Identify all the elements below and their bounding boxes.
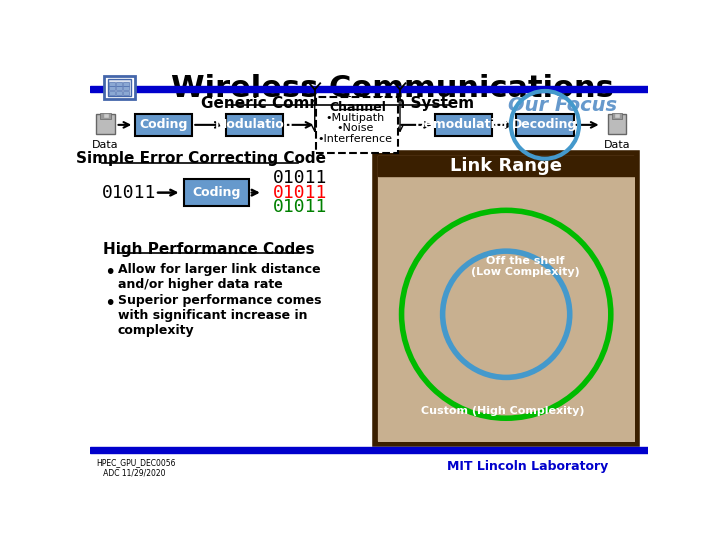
Text: Off the shelf
(Low Complexity): Off the shelf (Low Complexity) [471,256,580,278]
Text: Coding: Coding [192,186,240,199]
Text: 01011: 01011 [102,184,156,201]
Text: Link Range: Link Range [450,158,562,176]
Bar [611,113,622,119]
Text: Allow for larger link distance
and/or higher data rate: Allow for larger link distance and/or hi… [118,264,320,292]
Bar [100,113,111,119]
Bar [616,114,620,118]
Text: Coding: Coding [140,118,188,131]
FancyBboxPatch shape [104,76,135,99]
Bar [117,86,122,90]
FancyBboxPatch shape [225,114,283,136]
Text: Superior performance comes
with significant increase in
complexity: Superior performance comes with signific… [118,294,321,338]
Text: •Interference: •Interference [318,134,392,144]
FancyBboxPatch shape [108,79,131,96]
Bar [377,156,635,177]
Text: Decoding: Decoding [512,118,577,131]
Bar [123,82,129,85]
Text: 01011: 01011 [273,198,327,216]
FancyBboxPatch shape [516,114,574,136]
FancyBboxPatch shape [608,114,626,134]
Bar [109,82,114,85]
Text: High Performance Codes: High Performance Codes [103,242,315,257]
FancyBboxPatch shape [96,114,114,134]
Bar [90,448,648,453]
Bar [123,91,129,95]
Text: Custom (High Complexity): Custom (High Complexity) [420,406,584,416]
Text: Demodulation: Demodulation [415,118,513,131]
Text: Wireless Communications: Wireless Communications [171,74,613,103]
Text: Data: Data [92,140,119,150]
Text: Generic Communication System: Generic Communication System [202,96,474,111]
Text: Modulation: Modulation [215,118,294,131]
Bar [109,91,114,95]
Text: •: • [104,294,116,313]
FancyBboxPatch shape [375,153,637,444]
FancyBboxPatch shape [184,179,249,206]
Text: MIT Lincoln Laboratory: MIT Lincoln Laboratory [447,460,608,473]
Text: •Noise: •Noise [336,123,374,133]
Bar [123,86,129,90]
Text: HPEC_GPU_DEC0056
   ADC 11/29/2020: HPEC_GPU_DEC0056 ADC 11/29/2020 [96,458,176,478]
Text: •: • [104,264,116,282]
Bar [90,85,648,92]
FancyBboxPatch shape [435,114,492,136]
Bar [109,86,114,90]
Bar [104,114,109,118]
FancyBboxPatch shape [135,114,192,136]
Bar [117,91,122,95]
Text: Simple Error Correcting Code: Simple Error Correcting Code [76,151,326,166]
Bar [117,82,122,85]
FancyBboxPatch shape [316,97,398,153]
Text: •Multipath: •Multipath [325,112,384,123]
Text: Our Focus: Our Focus [508,96,617,114]
Text: Data: Data [603,140,630,150]
Text: 01011: 01011 [273,184,327,201]
Text: Channel: Channel [329,101,386,114]
Text: 01011: 01011 [273,169,327,187]
FancyBboxPatch shape [377,156,635,442]
